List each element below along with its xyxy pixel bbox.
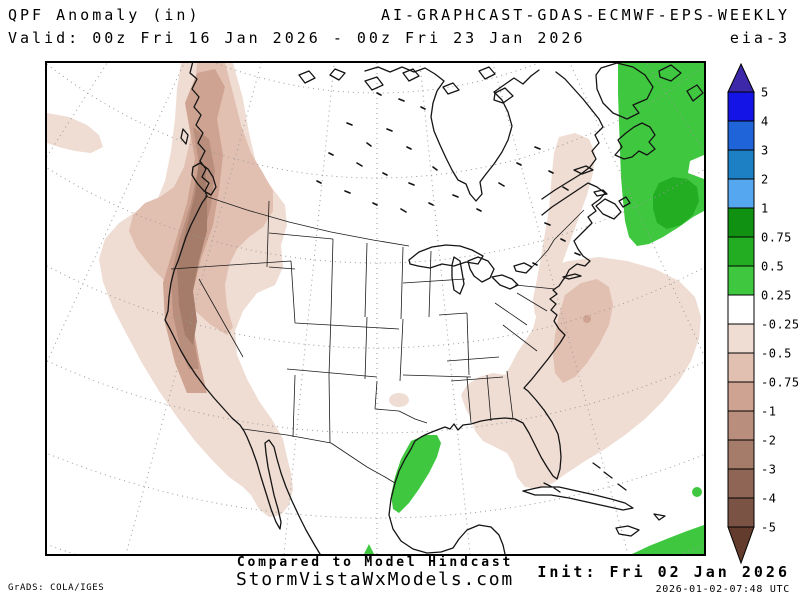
scale-segment	[727, 265, 755, 296]
pei	[593, 189, 608, 197]
scale-tick-label: 5	[761, 86, 769, 100]
anomaly-map-svg	[47, 63, 704, 554]
nova-scotia	[595, 196, 631, 220]
cuba	[522, 486, 634, 511]
scale-tick-label: -0.25	[761, 318, 798, 332]
long-island	[562, 273, 582, 280]
newfoundland	[614, 122, 656, 160]
dry-region-atlantic-l1	[461, 257, 701, 489]
arctic-islands	[298, 64, 704, 104]
lake-huron	[467, 256, 495, 283]
scale-segment	[727, 323, 755, 354]
wet-dot-caribbean	[692, 487, 702, 497]
scale-segment	[727, 91, 755, 122]
lake-erie	[491, 274, 519, 290]
wet-region-texas-gulf	[391, 435, 441, 513]
product-title: QPF Anomaly (in)	[8, 6, 201, 24]
scale-segment	[727, 468, 755, 499]
scale-tick-label: -5	[761, 521, 776, 535]
anomaly-shading	[47, 63, 704, 554]
scale-segment	[727, 410, 755, 441]
pacific-coast	[164, 63, 321, 554]
scale-tick-label: -3	[761, 463, 776, 477]
canadian-lakes-speckle	[316, 92, 581, 266]
state-borders	[170, 195, 585, 484]
coastlines	[164, 63, 704, 554]
scale-tick-label: 1	[761, 202, 769, 216]
scale-segment	[727, 207, 755, 238]
scale-tick-label: -2	[761, 434, 776, 448]
us-canada-border	[204, 195, 585, 271]
hispaniola	[615, 513, 666, 537]
comparison-note: Compared to Model Hindcast	[236, 555, 514, 570]
site-watermark: StormVistaWxModels.com	[235, 569, 515, 590]
color-scale-svg: 5 4 3 2 1 0.75 0.5 0.25 -0.25 -0.5 -0.75 -1 -2 -3 -4 -5	[727, 62, 799, 565]
ensemble-member: eia-3	[729, 29, 790, 47]
scale-tick-label: -0.5	[761, 347, 792, 361]
dry-region-leftedge-l1	[47, 113, 103, 153]
scale-segment	[727, 178, 755, 209]
scale-tick-label: 0.25	[761, 289, 792, 303]
wet-region-bottom-right	[632, 525, 704, 554]
dry-spot-florida	[550, 457, 568, 469]
lake-ontario	[513, 262, 533, 274]
scale-segment	[727, 352, 755, 383]
hudson-bay	[364, 66, 540, 202]
init-timestamp-utc: 2026-01-02-07:48 UTC	[655, 584, 790, 595]
dry-region-west-l5	[177, 159, 207, 345]
wet-spot-bottom-edge	[364, 544, 374, 554]
gulf-east-coast	[388, 182, 606, 554]
state-lines	[170, 200, 556, 484]
color-scale-legend: 5 4 3 2 1 0.75 0.5 0.25 -0.25 -0.5 -0.75 -1 -2 -3 -4 -5	[724, 58, 799, 572]
grads-credit: GrADS: COLA/IGES	[8, 583, 105, 593]
scale-segment	[727, 149, 755, 180]
anticosti	[573, 165, 594, 175]
st-lawrence-north-shore-labrador	[541, 71, 604, 200]
scale-tick-label: 2	[761, 173, 769, 187]
scale-tick-label: 0.75	[761, 231, 792, 245]
dry-region-atlantic-l2	[553, 279, 613, 383]
lake-michigan	[451, 256, 465, 295]
baffin-island	[595, 63, 654, 120]
scale-arrow-above	[727, 62, 755, 93]
scale-segment	[727, 120, 755, 151]
scale-segment	[727, 439, 755, 470]
dry-spot-oklahoma	[389, 393, 409, 407]
haida-gwaii	[180, 128, 189, 145]
valid-range: Valid: 00z Fri 16 Jan 2026 - 00z Fri 23 …	[8, 29, 586, 47]
bahamas-keys	[543, 462, 627, 493]
scale-tick-label: -1	[761, 405, 776, 419]
scale-tick-label: 0.5	[761, 260, 784, 274]
wet-core-natlantic	[653, 177, 699, 229]
scale-tick-label: 3	[761, 144, 769, 158]
graticule	[47, 63, 704, 554]
header-row-2: Valid: 00z Fri 16 Jan 2026 - 00z Fri 23 …	[8, 29, 790, 47]
scale-tick-label: -0.75	[761, 376, 798, 390]
scale-segment	[727, 236, 755, 267]
header-row-1: QPF Anomaly (in) AI-GRAPHCAST-GDAS-ECMWF…	[8, 6, 790, 24]
scale-arrow-below	[727, 526, 755, 565]
scale-segment	[727, 381, 755, 412]
scale-segment	[727, 294, 755, 325]
scale-tick-label: 4	[761, 115, 769, 129]
scale-tick-label: -4	[761, 492, 776, 506]
lake-superior	[408, 244, 484, 269]
vancouver-island	[191, 162, 217, 196]
init-time: Init: Fri 02 Jan 2026	[537, 563, 790, 581]
scale-segment	[727, 497, 755, 528]
dry-core-atlantic-l3	[583, 315, 591, 323]
dry-region-quebec-l1	[533, 133, 595, 317]
map-canvas	[45, 61, 706, 556]
model-title: AI-GRAPHCAST-GDAS-ECMWF-EPS-WEEKLY	[380, 6, 790, 24]
